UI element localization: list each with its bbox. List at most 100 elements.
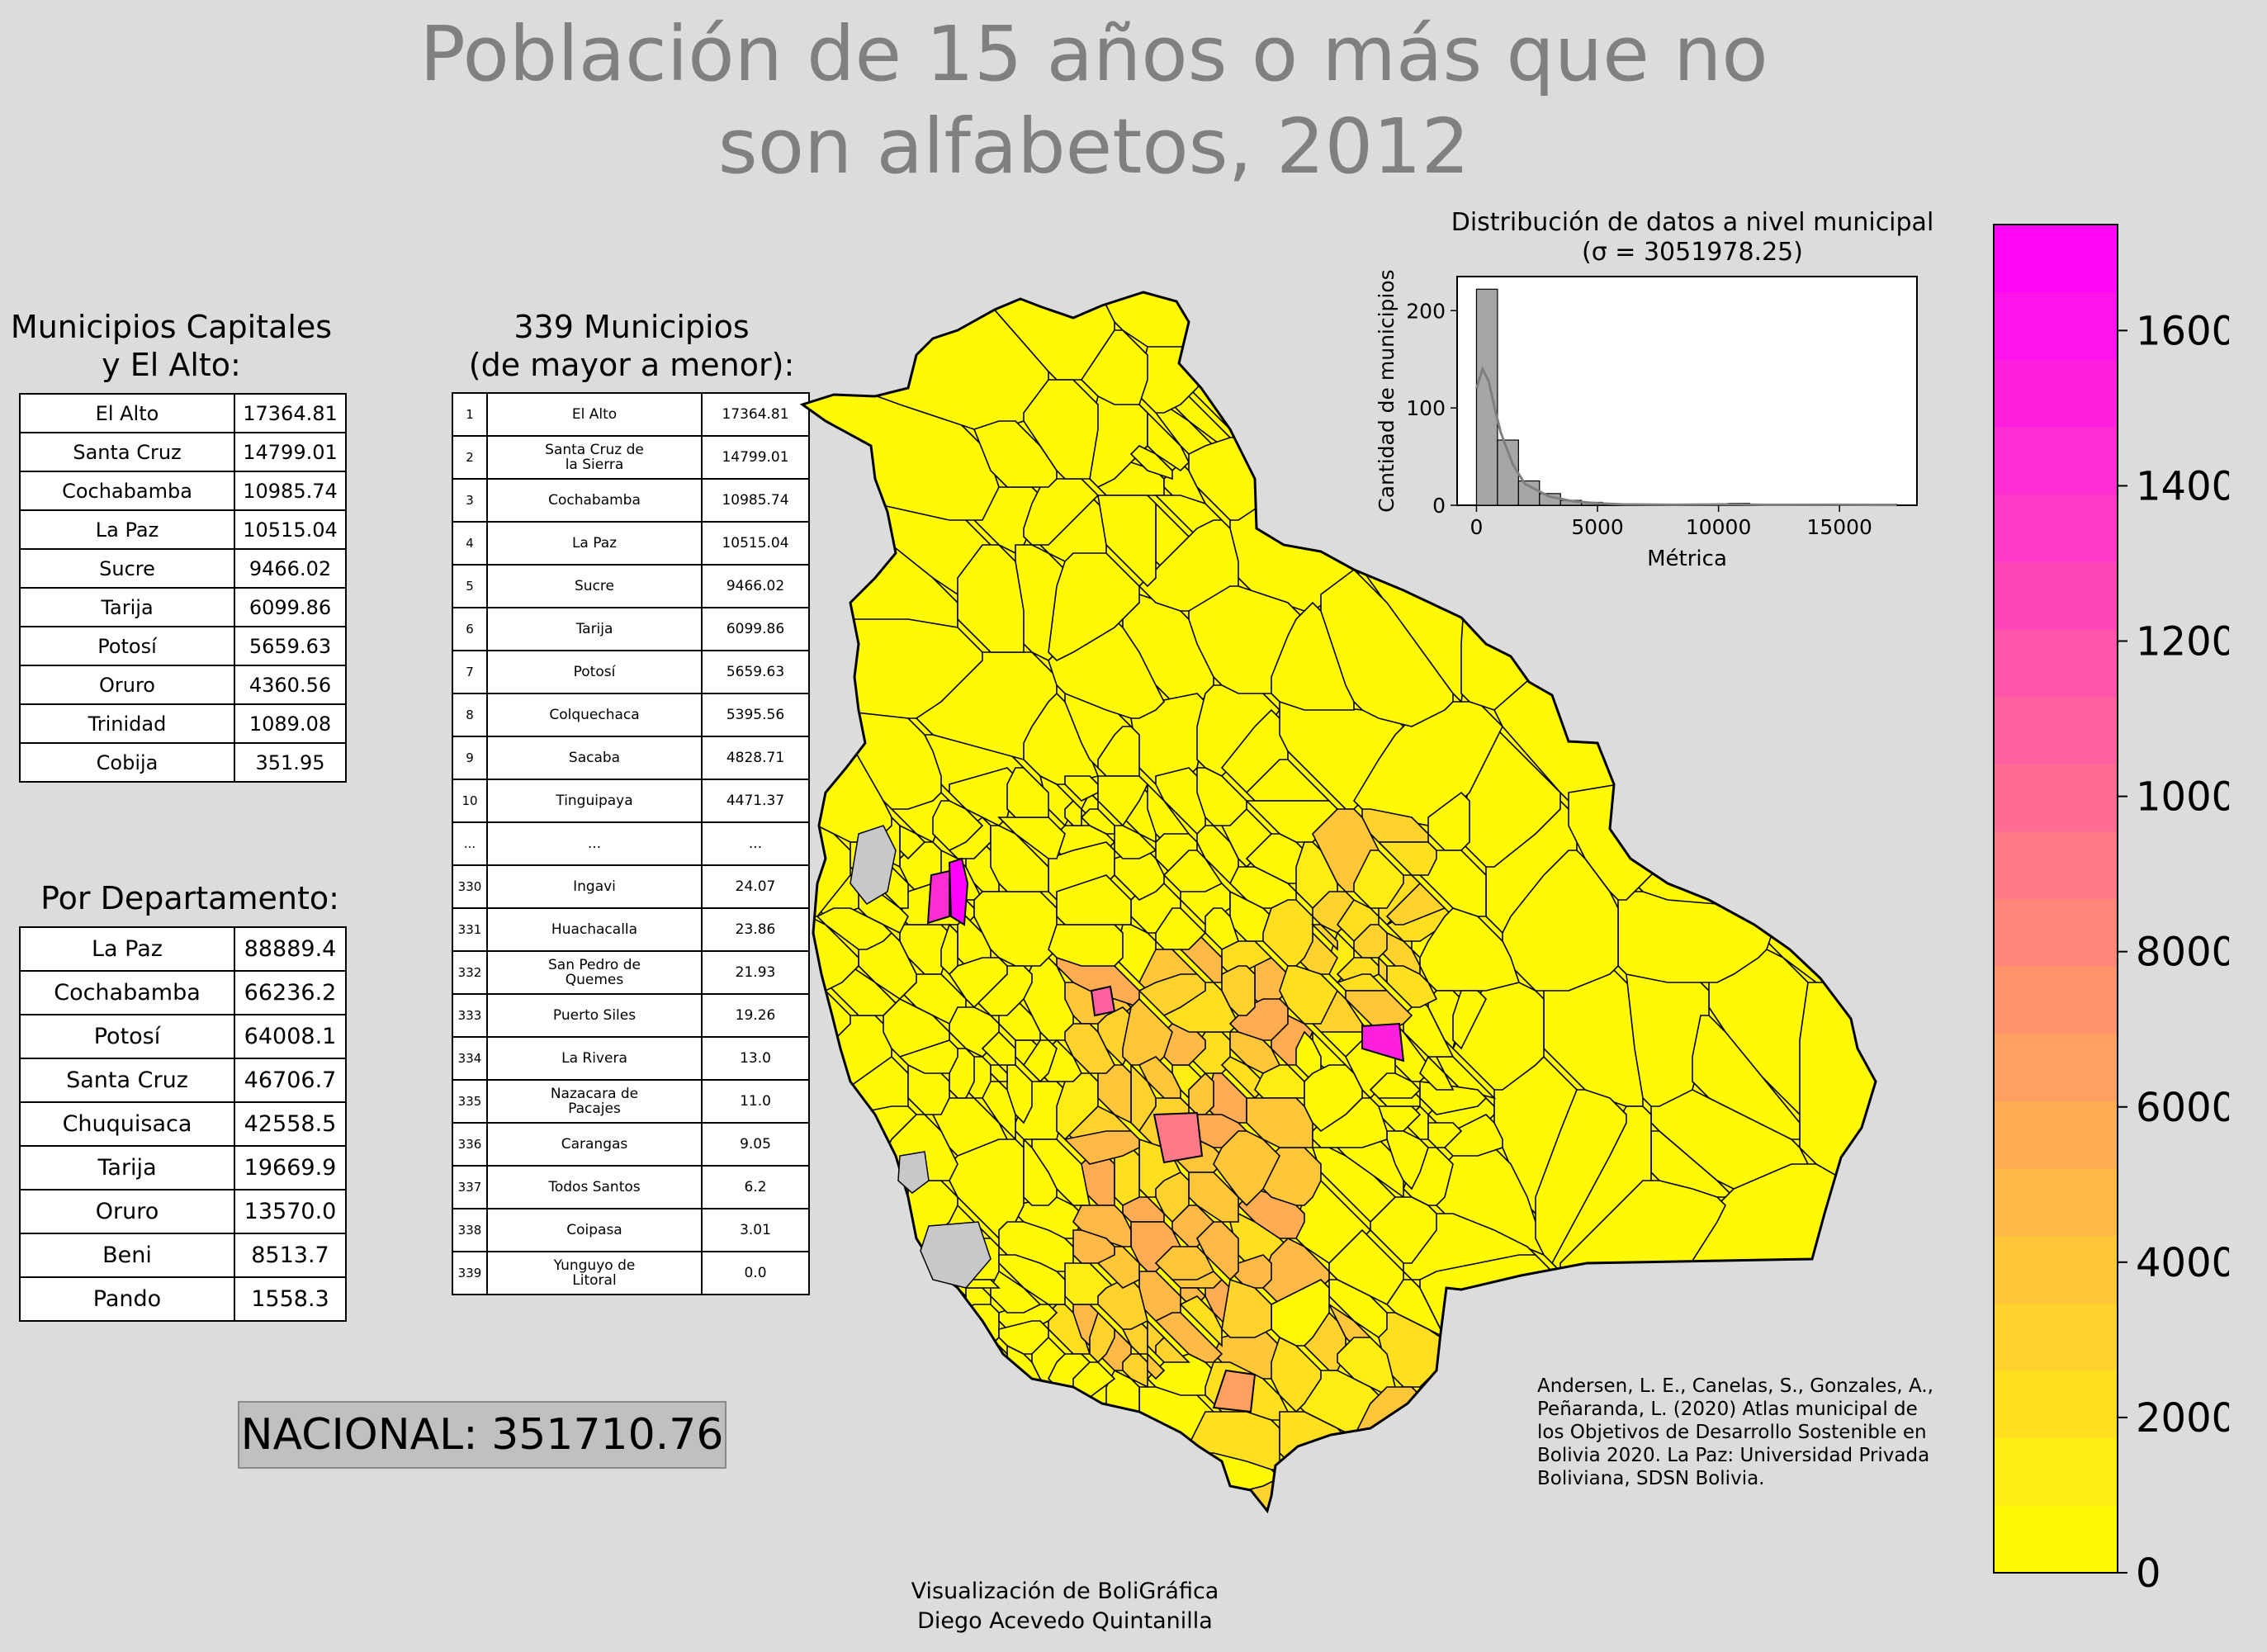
ranking-value: 4471.37 bbox=[701, 779, 810, 823]
ranking-rank: 3 bbox=[452, 478, 488, 523]
map-region bbox=[1154, 1246, 1215, 1280]
ranking-rank: 337 bbox=[452, 1165, 488, 1209]
capital-value: 14799.01 bbox=[234, 432, 347, 472]
map-region bbox=[990, 825, 1049, 892]
map-region bbox=[916, 1337, 950, 1397]
x-axis-label: Métrica bbox=[1647, 547, 1727, 571]
map-region bbox=[973, 420, 1058, 488]
map-region bbox=[802, 1353, 901, 1511]
ranking-name: La Paz bbox=[486, 521, 703, 566]
colorbar-tick-label: 10000 bbox=[2136, 774, 2229, 821]
lakes bbox=[850, 825, 992, 1289]
ranking-rank: 6 bbox=[452, 607, 488, 651]
map-region bbox=[1411, 1427, 1463, 1470]
ranking-row: 335 Nazacara de Pacajes 11.0 bbox=[452, 1079, 810, 1124]
map-region bbox=[802, 1262, 868, 1363]
map-region-highlight bbox=[1361, 1022, 1405, 1063]
ranking-value: 10985.74 bbox=[701, 478, 810, 523]
department-row: Oruro 13570.0 bbox=[19, 1189, 347, 1234]
lake-titicaca bbox=[850, 825, 897, 905]
departments-header: Por Departamento: bbox=[40, 880, 339, 916]
chart-title-line2: son alfabetos, 2012 bbox=[717, 102, 1470, 191]
capital-row: Cobija 351.95 bbox=[19, 742, 347, 783]
map-region bbox=[990, 1064, 1008, 1082]
ranking-value: 21.93 bbox=[701, 950, 810, 995]
map-region bbox=[1386, 965, 1438, 1008]
map-region bbox=[1246, 1097, 1313, 1148]
ranking-rank: 4 bbox=[452, 521, 488, 566]
ranking-row: 334 La Rivera 13.0 bbox=[452, 1036, 810, 1081]
map-region bbox=[1196, 767, 1247, 826]
map-region bbox=[1336, 973, 1389, 992]
ranking-value: 17364.81 bbox=[701, 392, 810, 437]
capital-value: 6099.86 bbox=[234, 587, 347, 627]
histogram: 0 5000 10000 15000 0 100 200 Métrica Cantidad de… bbox=[1375, 269, 1918, 571]
ranking-value: 3.01 bbox=[701, 1208, 810, 1252]
map-region bbox=[1188, 1172, 1239, 1223]
map-region bbox=[1271, 1336, 1322, 1413]
department-row: Cochabamba 66236.2 bbox=[19, 970, 347, 1015]
map-region bbox=[1188, 1072, 1214, 1115]
colorbar-step bbox=[1994, 966, 2118, 1034]
map-region bbox=[948, 957, 1008, 1009]
map-region bbox=[932, 800, 984, 851]
department-value: 64008.1 bbox=[234, 1014, 347, 1059]
capital-value: 4360.56 bbox=[234, 665, 347, 705]
national-total: NACIONAL: 351710.76 bbox=[238, 1401, 726, 1469]
department-value: 13570.0 bbox=[234, 1189, 347, 1234]
departments-table: La Paz 88889.4 Cochabamba 66236.2 Potosí 6400… bbox=[19, 926, 347, 1322]
map-region-highlight bbox=[1152, 1111, 1204, 1164]
department-row: Beni 8513.7 bbox=[19, 1233, 347, 1278]
ranking-row: 7 Potosí 5659.63 bbox=[452, 650, 810, 694]
ranking-row: 3 Cochabamba 10985.74 bbox=[452, 478, 810, 523]
ranking-table: 1 El Alto 17364.81 2 Santa Cruz de la Sierra 1… bbox=[452, 392, 810, 1295]
ranking-value: 5659.63 bbox=[701, 650, 810, 694]
ranking-value: 5395.56 bbox=[701, 693, 810, 737]
map-region bbox=[1427, 791, 1470, 851]
department-name: Chuquisaca bbox=[19, 1101, 235, 1147]
map-region bbox=[1072, 1427, 1181, 1511]
ranking-name: Colquechaca bbox=[486, 693, 703, 737]
colorbar-tick-label: 14000 bbox=[2136, 463, 2229, 509]
ranking-row: 9 Sacaba 4828.71 bbox=[452, 736, 810, 780]
colorbar: 0 2000 4000 6000 8000 10000 12000 14000 16000 bbox=[1993, 224, 2229, 1597]
colorbar-step bbox=[1994, 764, 2118, 832]
map-region bbox=[1006, 1386, 1083, 1437]
map-region bbox=[882, 1295, 917, 1314]
capital-value: 1089.08 bbox=[234, 703, 347, 744]
capital-row: Tarija 6099.86 bbox=[19, 587, 347, 627]
colorbar-tick-label: 0 bbox=[2136, 1550, 2161, 1597]
capital-name: Oruro bbox=[19, 665, 235, 705]
ranking-rank: 1 bbox=[452, 392, 488, 437]
capital-name: El Alto bbox=[19, 393, 235, 433]
colorbar-step bbox=[1994, 1168, 2118, 1237]
map-region bbox=[1196, 1221, 1239, 1281]
ranking-rank: 9 bbox=[452, 736, 488, 780]
ranking-row: 2 Santa Cruz de la Sierra 14799.01 bbox=[452, 435, 810, 480]
capital-value: 17364.81 bbox=[234, 393, 347, 433]
map-region bbox=[1155, 833, 1198, 877]
map-region bbox=[802, 1114, 868, 1214]
ranking-name: El Alto bbox=[486, 392, 703, 437]
department-row: Tarija 19669.9 bbox=[19, 1145, 347, 1190]
map-region bbox=[1436, 1147, 1545, 1257]
map-region bbox=[1155, 1172, 1190, 1224]
capital-row: El Alto 17364.81 bbox=[19, 393, 347, 433]
ranking-name: ... bbox=[486, 821, 703, 866]
department-value: 19669.9 bbox=[234, 1145, 347, 1190]
country-outline bbox=[799, 291, 1877, 1514]
map-region bbox=[1221, 1278, 1272, 1338]
histogram-plot-area bbox=[1456, 276, 1918, 506]
colorbar-step bbox=[1994, 1303, 2118, 1371]
map-region bbox=[1279, 965, 1338, 1025]
map-region bbox=[883, 998, 950, 1058]
ranking-value: 0.0 bbox=[701, 1251, 810, 1295]
colorbar-step bbox=[1994, 1370, 2118, 1439]
ranking-name: Nazacara de Pacajes bbox=[486, 1079, 703, 1124]
colorbar-step bbox=[1994, 1437, 2118, 1506]
ranking-value: 4828.71 bbox=[701, 736, 810, 780]
map-region bbox=[1353, 850, 1404, 909]
ranking-name: Huachacalla bbox=[486, 907, 703, 952]
map-region bbox=[1245, 759, 1331, 802]
ranking-name: Sacaba bbox=[486, 736, 703, 780]
